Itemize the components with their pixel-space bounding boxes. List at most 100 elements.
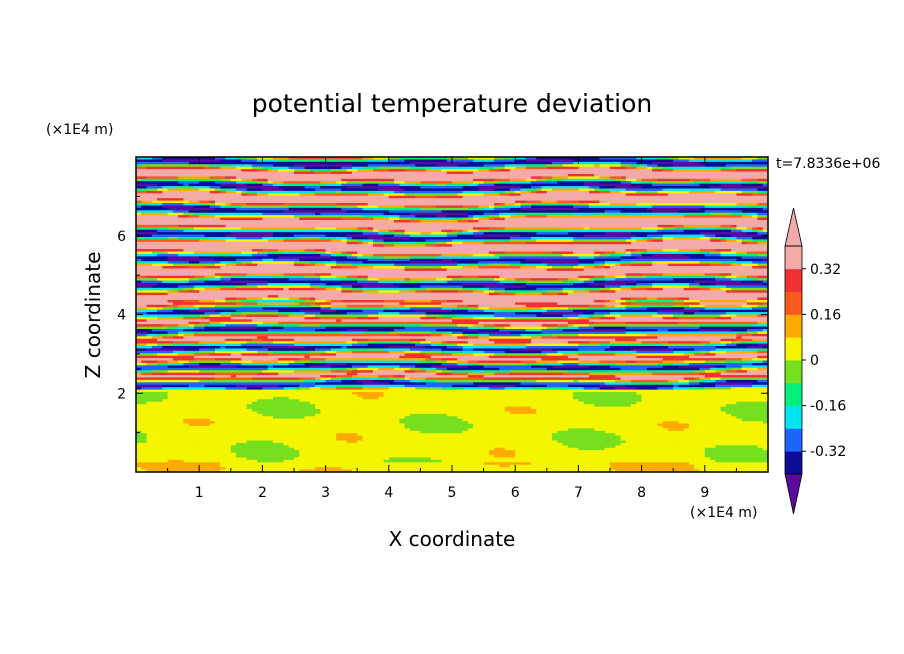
contour-cell [404, 159, 411, 163]
contour-cell [594, 166, 601, 170]
contour-cell [225, 159, 232, 163]
contour-cell [531, 210, 537, 214]
contour-cell [567, 176, 574, 180]
contour-cell [246, 205, 253, 209]
contour-cell [399, 190, 406, 194]
contour-cell [652, 173, 658, 177]
contour-cell [172, 210, 179, 214]
contour-cell [583, 200, 590, 204]
contour-cell [715, 159, 722, 163]
contour-cell [710, 203, 716, 207]
contour-cell [641, 157, 648, 161]
contour-cell [236, 186, 242, 190]
contour-cell [236, 210, 242, 214]
contour-cell [309, 159, 316, 163]
contour-cell [694, 198, 701, 202]
contour-cell [741, 195, 748, 199]
contour-cell [167, 205, 174, 209]
contour-cell [488, 173, 495, 177]
contour-cell [373, 188, 379, 192]
contour-cell [588, 210, 595, 214]
contour-cell [657, 186, 664, 190]
contour-cell [351, 173, 358, 177]
contour-cell [504, 157, 511, 161]
contour-cell [236, 200, 242, 204]
contour-cell [399, 176, 406, 180]
contour-cell [299, 178, 306, 182]
contour-cell [515, 157, 522, 161]
contour-cell [641, 193, 648, 197]
contour-cell [199, 203, 206, 207]
contour-cell [357, 190, 364, 194]
contour-cell [625, 173, 632, 177]
contour-cell [304, 186, 311, 190]
contour-cell [357, 176, 364, 180]
contour-cell [183, 157, 190, 161]
contour-cell [457, 181, 464, 185]
contour-cell [583, 161, 590, 165]
contour-cell [283, 210, 290, 214]
contour-cell [694, 183, 701, 187]
contour-cell [204, 178, 211, 182]
contour-cell [436, 183, 443, 187]
contour-cell [288, 215, 295, 219]
contour-cell [652, 190, 658, 194]
contour-cell [509, 190, 516, 194]
contour-cell [657, 159, 664, 163]
contour-cell [236, 176, 242, 180]
contour-cell [541, 207, 548, 211]
contour-cell [241, 200, 248, 204]
contour-cell [520, 207, 527, 211]
contour-cell [562, 203, 569, 207]
contour-cell [678, 181, 685, 185]
contour-cell [330, 210, 337, 214]
contour-cell [583, 210, 590, 214]
contour-cell [541, 176, 548, 180]
contour-cell [204, 159, 211, 163]
contour-cell [141, 198, 148, 202]
contour-cell [641, 195, 648, 199]
contour-cell [488, 176, 495, 180]
contour-cell [404, 200, 411, 204]
contour-cell [283, 169, 290, 173]
contour-cell [462, 161, 469, 165]
contour-cell [552, 195, 558, 199]
contour-cell [136, 207, 142, 211]
contour-cell [351, 207, 358, 211]
contour-cell [704, 210, 711, 214]
contour-cell [236, 212, 242, 216]
contour-cell [741, 161, 748, 165]
contour-cell [483, 186, 490, 190]
contour-cell [246, 198, 253, 202]
contour-cell [278, 200, 285, 204]
contour-cell [236, 164, 242, 168]
contour-cell [315, 212, 321, 216]
contour-cell [483, 159, 490, 163]
contour-cell [546, 205, 553, 209]
contour-cell [288, 203, 295, 207]
contour-cell [499, 164, 506, 168]
contour-cell [694, 186, 701, 190]
contour-cell [562, 159, 569, 163]
contour-cell [636, 173, 643, 177]
contour-cell [683, 200, 690, 204]
contour-cell [515, 159, 522, 163]
contour-cell [457, 190, 464, 194]
contour-cell [462, 188, 469, 192]
contour-cell [330, 195, 337, 199]
contour-cell [452, 186, 458, 190]
contour-cell [251, 178, 258, 182]
contour-cell [151, 181, 158, 185]
contour-cell [415, 166, 421, 170]
contour-cell [557, 210, 564, 214]
contour-cell [283, 176, 290, 180]
contour-cell [646, 200, 653, 204]
contour-cell [209, 207, 216, 211]
contour-cell [241, 169, 248, 173]
contour-cell [204, 176, 211, 180]
contour-cell [515, 161, 522, 165]
contour-cell [462, 181, 469, 185]
contour-cell [625, 157, 632, 161]
contour-cell [594, 212, 601, 216]
contour-cell [257, 195, 263, 199]
